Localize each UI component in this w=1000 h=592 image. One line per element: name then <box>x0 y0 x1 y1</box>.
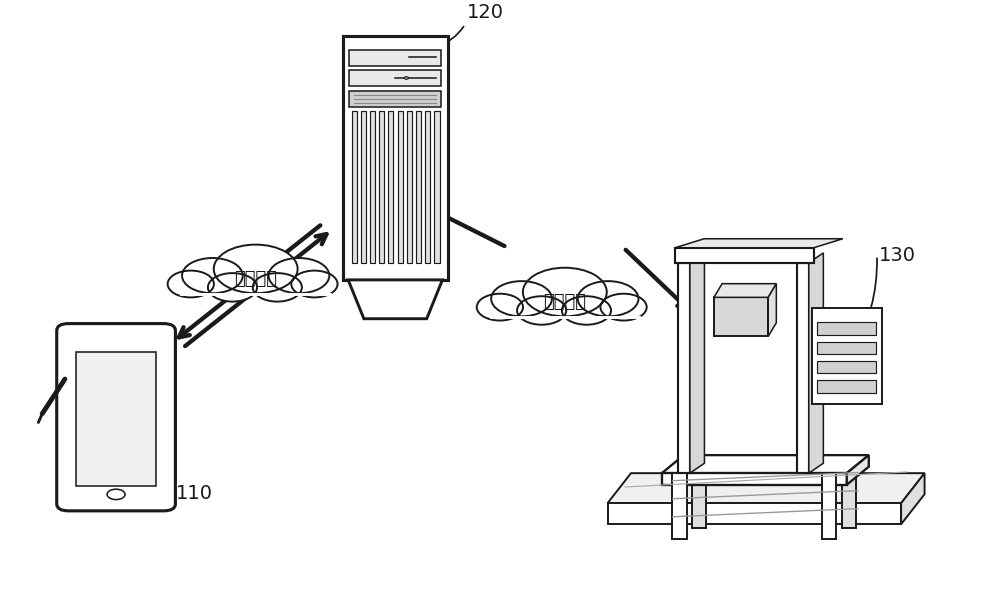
Bar <box>434 111 440 263</box>
Bar <box>842 466 856 529</box>
Bar <box>349 70 441 86</box>
Circle shape <box>269 258 329 293</box>
Polygon shape <box>608 503 901 525</box>
Circle shape <box>291 271 338 297</box>
Circle shape <box>107 489 125 500</box>
Bar <box>678 263 690 473</box>
Polygon shape <box>675 239 843 248</box>
Bar <box>692 466 706 529</box>
Bar <box>822 473 836 539</box>
Bar <box>370 111 375 263</box>
Circle shape <box>578 281 638 316</box>
Bar <box>817 322 876 335</box>
Polygon shape <box>662 473 847 485</box>
Bar <box>407 111 412 263</box>
Bar <box>361 111 366 263</box>
Circle shape <box>214 244 298 293</box>
Bar <box>352 111 357 263</box>
FancyBboxPatch shape <box>76 352 156 486</box>
Bar <box>416 111 421 263</box>
Circle shape <box>477 294 523 320</box>
Bar <box>349 50 441 66</box>
Circle shape <box>404 76 409 79</box>
Bar <box>388 111 393 263</box>
Bar <box>714 297 768 336</box>
Polygon shape <box>714 284 776 297</box>
Text: 通信连接: 通信连接 <box>234 270 277 288</box>
Bar <box>349 91 441 107</box>
Circle shape <box>182 258 243 293</box>
Bar <box>812 308 882 404</box>
Bar <box>398 111 403 263</box>
FancyBboxPatch shape <box>57 324 175 511</box>
Bar <box>379 111 384 263</box>
Bar <box>817 342 876 354</box>
Bar <box>672 473 687 539</box>
Circle shape <box>208 273 257 301</box>
Polygon shape <box>809 253 823 473</box>
Text: 通信连接: 通信连接 <box>543 293 586 311</box>
Text: 130: 130 <box>879 246 916 265</box>
Bar <box>675 248 814 263</box>
Bar <box>817 361 876 374</box>
Polygon shape <box>690 253 704 473</box>
Polygon shape <box>608 473 925 503</box>
Bar <box>797 263 809 473</box>
Polygon shape <box>768 284 776 336</box>
Circle shape <box>562 296 611 325</box>
Bar <box>425 111 430 263</box>
Circle shape <box>523 268 607 316</box>
Circle shape <box>491 281 552 316</box>
Circle shape <box>253 273 302 301</box>
Polygon shape <box>901 473 925 525</box>
Bar <box>181 276 330 297</box>
Polygon shape <box>847 455 869 485</box>
Bar <box>491 299 639 320</box>
Circle shape <box>600 294 647 320</box>
Text: 120: 120 <box>467 4 504 22</box>
Bar <box>817 380 876 392</box>
Circle shape <box>168 271 214 297</box>
Polygon shape <box>348 280 442 318</box>
Text: 110: 110 <box>176 484 213 503</box>
Polygon shape <box>662 455 869 473</box>
Circle shape <box>517 296 566 325</box>
Bar <box>343 36 448 280</box>
